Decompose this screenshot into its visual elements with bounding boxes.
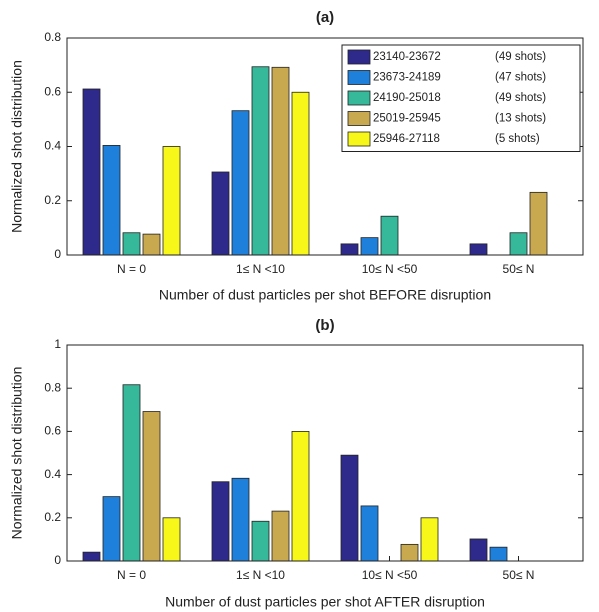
bar <box>142 411 161 562</box>
y-axis-label: Normalized shot distribution <box>9 367 25 540</box>
y-tick-label: 0.4 <box>44 139 61 153</box>
chart-title: (a) <box>316 9 334 26</box>
x-tick-label: N = 0 <box>117 262 146 276</box>
bar <box>102 496 121 562</box>
bar <box>122 232 141 256</box>
bar <box>271 510 290 562</box>
legend-shots: (5 shots) <box>495 133 540 145</box>
y-axis-label: Normalized shot distribution <box>9 60 25 233</box>
chart-title: (b) <box>315 317 334 334</box>
bar <box>102 145 121 256</box>
bar <box>231 477 250 562</box>
legend-swatch <box>347 111 371 126</box>
legend-shots: (49 shots) <box>495 51 546 63</box>
bar <box>162 517 181 562</box>
bar <box>529 191 548 256</box>
legend-label: 24190-25018 <box>373 92 441 104</box>
y-tick-label: 0.8 <box>44 30 61 44</box>
bar <box>340 454 359 562</box>
y-tick-label: 0.4 <box>44 467 61 481</box>
legend-shots: (13 shots) <box>495 113 546 125</box>
bar <box>489 546 508 562</box>
bar <box>162 146 181 256</box>
legend-box <box>341 44 581 152</box>
bar <box>122 384 141 562</box>
legend-shots: (47 shots) <box>495 72 546 84</box>
x-tick-label: 10≤ N <50 <box>362 262 418 276</box>
bar <box>400 543 419 562</box>
bar <box>251 520 270 562</box>
axes-frame <box>66 37 584 256</box>
bar <box>291 430 310 562</box>
y-tick-label: 0.6 <box>44 84 61 98</box>
y-tick-label: 0.8 <box>44 380 61 394</box>
y-tick-label: 1 <box>54 337 61 351</box>
bar <box>142 233 161 256</box>
y-tick-label: 0.2 <box>44 193 61 207</box>
bar <box>82 88 101 256</box>
bar <box>469 538 488 562</box>
legend-label: 23140-23672 <box>373 51 441 63</box>
bar <box>211 171 230 256</box>
x-tick-label: 1≤ N <10 <box>236 568 285 582</box>
bar <box>231 110 250 256</box>
y-tick-label: 0.6 <box>44 424 61 438</box>
x-tick-label: 1≤ N <10 <box>236 262 285 276</box>
legend-shots: (49 shots) <box>495 92 546 104</box>
bar <box>469 243 488 256</box>
legend-swatch <box>347 131 371 147</box>
x-tick-label: N = 0 <box>117 568 146 582</box>
y-tick-label: 0 <box>54 247 61 261</box>
bar <box>380 215 399 256</box>
bar <box>509 232 528 256</box>
bar <box>251 66 270 256</box>
legend-label: 25019-25945 <box>373 113 441 125</box>
x-tick-label: 50≤ N <box>503 262 535 276</box>
bar <box>360 505 379 562</box>
x-tick-label: 10≤ N <50 <box>362 568 418 582</box>
legend-swatch <box>347 90 371 106</box>
bar <box>82 551 101 562</box>
x-tick-label: 50≤ N <box>503 568 535 582</box>
legend-swatch <box>347 49 371 65</box>
legend-label: 25946-27118 <box>373 133 440 145</box>
bar <box>291 91 310 256</box>
bar <box>420 517 439 562</box>
axes-frame <box>66 344 584 562</box>
bar <box>271 66 290 256</box>
y-tick-label: 0 <box>54 553 61 567</box>
bar <box>340 243 359 256</box>
y-tick-label: 0.2 <box>44 510 61 524</box>
x-axis-label: Number of dust particles per shot AFTER … <box>165 594 485 610</box>
x-axis-label: Number of dust particles per shot BEFORE… <box>159 287 491 303</box>
bar <box>211 481 230 562</box>
legend-label: 23673-24189 <box>373 72 441 84</box>
bar <box>360 237 379 256</box>
legend-swatch <box>347 70 371 85</box>
